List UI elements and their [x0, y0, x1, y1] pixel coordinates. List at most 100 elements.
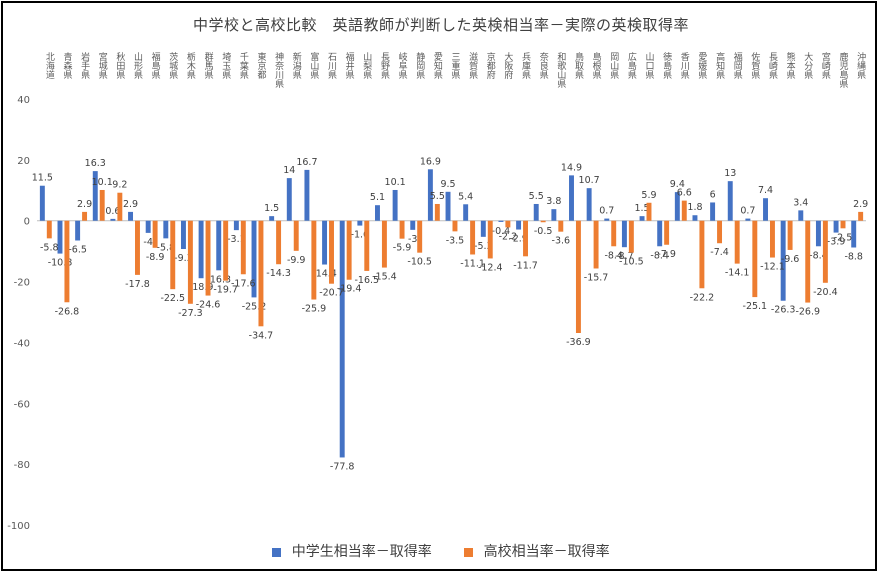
- bar-junior-high: [710, 202, 716, 221]
- data-label-high-school: -11.1: [460, 258, 485, 269]
- bar-high-school: [822, 220, 828, 283]
- bar-high-school: [293, 220, 299, 251]
- legend-label-high-school: 高校相当率－取得率: [483, 544, 610, 560]
- bar-junior-high: [657, 220, 663, 247]
- category-label: 大阪府: [502, 51, 513, 80]
- category-label: 群馬県: [203, 51, 214, 80]
- category-label: 鹿児島県: [838, 51, 849, 89]
- bar-junior-high: [551, 209, 557, 221]
- data-label-high-school: 2.9: [853, 199, 868, 210]
- data-label-junior-high: 1.8: [687, 202, 702, 213]
- bar-junior-high: [516, 220, 522, 230]
- data-label-high-school: -24.6: [196, 300, 221, 311]
- bar-high-school: [787, 220, 793, 250]
- bar-high-school: [805, 220, 811, 303]
- data-label-high-school: -36.9: [566, 337, 591, 348]
- data-label-high-school: -15.4: [372, 272, 397, 283]
- data-label-high-school: -26.8: [55, 306, 80, 317]
- data-label-junior-high: -8.7: [615, 251, 634, 262]
- data-label-junior-high: 11.5: [32, 173, 53, 184]
- bar-junior-high: [180, 220, 186, 250]
- data-label-high-school: -0.5: [534, 226, 553, 237]
- bar-junior-high: [39, 185, 45, 221]
- data-label-junior-high: -8.8: [844, 251, 863, 262]
- data-label-junior-high: 14.9: [561, 162, 582, 173]
- data-label-junior-high: -16.3: [206, 274, 231, 285]
- category-label: 宮崎県: [820, 51, 831, 80]
- category-label: 福島県: [150, 51, 161, 80]
- bar-junior-high: [815, 220, 821, 247]
- bar-junior-high: [445, 191, 451, 221]
- bar-high-school: [734, 220, 740, 264]
- data-label-junior-high: -3.9: [827, 237, 846, 248]
- bar-high-school: [135, 220, 140, 275]
- bar-high-school: [611, 220, 617, 247]
- bar-high-school: [329, 220, 334, 284]
- data-label-high-school: -27.3: [178, 308, 203, 319]
- data-label-high-school: -34.7: [249, 330, 274, 341]
- data-label-high-school: -8.4: [604, 250, 623, 261]
- data-label-high-school: -12.1: [760, 262, 785, 273]
- data-label-high-school: -25.9: [302, 304, 327, 315]
- legend-item-junior-high: 中学生相当率－取得率: [272, 541, 432, 561]
- category-label: 北海道: [44, 52, 55, 80]
- bar-junior-high: [198, 220, 204, 279]
- category-label: 兵庫県: [520, 51, 531, 80]
- data-label-junior-high: 2.9: [123, 199, 138, 210]
- category-label: 青森県: [61, 51, 72, 80]
- bar-junior-high: [75, 220, 81, 241]
- bar-junior-high: [145, 220, 151, 233]
- bar-high-school: [646, 202, 652, 221]
- data-label-high-school: -15.7: [584, 272, 609, 283]
- category-label: 岩手県: [79, 51, 90, 80]
- data-label-high-school: -20.7: [319, 288, 344, 299]
- bar-junior-high: [110, 218, 116, 221]
- category-label: 滋賀県: [467, 51, 478, 80]
- data-label-high-school: -9.9: [287, 255, 306, 266]
- bar-high-school: [628, 220, 634, 253]
- data-label-high-school: 5.5: [430, 191, 445, 202]
- category-label: 長崎県: [767, 52, 778, 80]
- bar-high-school: [240, 220, 246, 275]
- data-label-junior-high: -0.4: [492, 226, 511, 237]
- bar-junior-high: [304, 169, 310, 221]
- legend-swatch-high-school: [464, 547, 474, 557]
- data-label-junior-high: -4: [143, 237, 152, 248]
- category-label: 広島県: [626, 51, 637, 80]
- data-label-junior-high: -5.8: [157, 242, 176, 253]
- y-tick-label: 0: [24, 217, 30, 228]
- category-label: 沖縄県: [855, 51, 866, 80]
- bar-high-school: [717, 220, 723, 244]
- category-label: 佐賀県: [749, 51, 760, 80]
- data-label-junior-high: 10.1: [385, 177, 406, 188]
- bar-junior-high: [322, 220, 328, 265]
- data-label-junior-high: -6.5: [68, 244, 87, 255]
- category-label: 千葉県: [238, 52, 249, 80]
- bar-junior-high: [780, 220, 786, 301]
- data-label-high-school: -5.9: [393, 243, 412, 254]
- bar-junior-high: [569, 175, 574, 221]
- data-label-high-school: -3.5: [446, 235, 465, 246]
- y-tick-label: -100: [7, 521, 30, 532]
- data-label-junior-high: 10.7: [579, 175, 600, 186]
- y-tick-label: 20: [17, 156, 30, 167]
- category-label: 埼玉県: [220, 51, 231, 80]
- bar-high-school: [99, 189, 105, 221]
- category-label: 岡山県: [608, 52, 619, 80]
- category-label: 茨城県: [167, 51, 178, 80]
- bar-high-school: [558, 220, 564, 232]
- y-tick-label: -20: [14, 278, 30, 289]
- bar-junior-high: [269, 216, 275, 221]
- bar-junior-high: [692, 215, 698, 221]
- bar-high-school: [840, 220, 846, 229]
- data-label-high-school: -11.7: [513, 260, 538, 271]
- category-label: 福井県: [344, 51, 355, 80]
- data-label-high-school: -2.5: [834, 232, 853, 243]
- bar-junior-high: [639, 216, 645, 221]
- category-label: 熊本県: [785, 51, 796, 80]
- category-label: 新潟県: [291, 51, 302, 80]
- category-label: 岐阜県: [397, 51, 408, 80]
- bar-high-school: [170, 220, 176, 290]
